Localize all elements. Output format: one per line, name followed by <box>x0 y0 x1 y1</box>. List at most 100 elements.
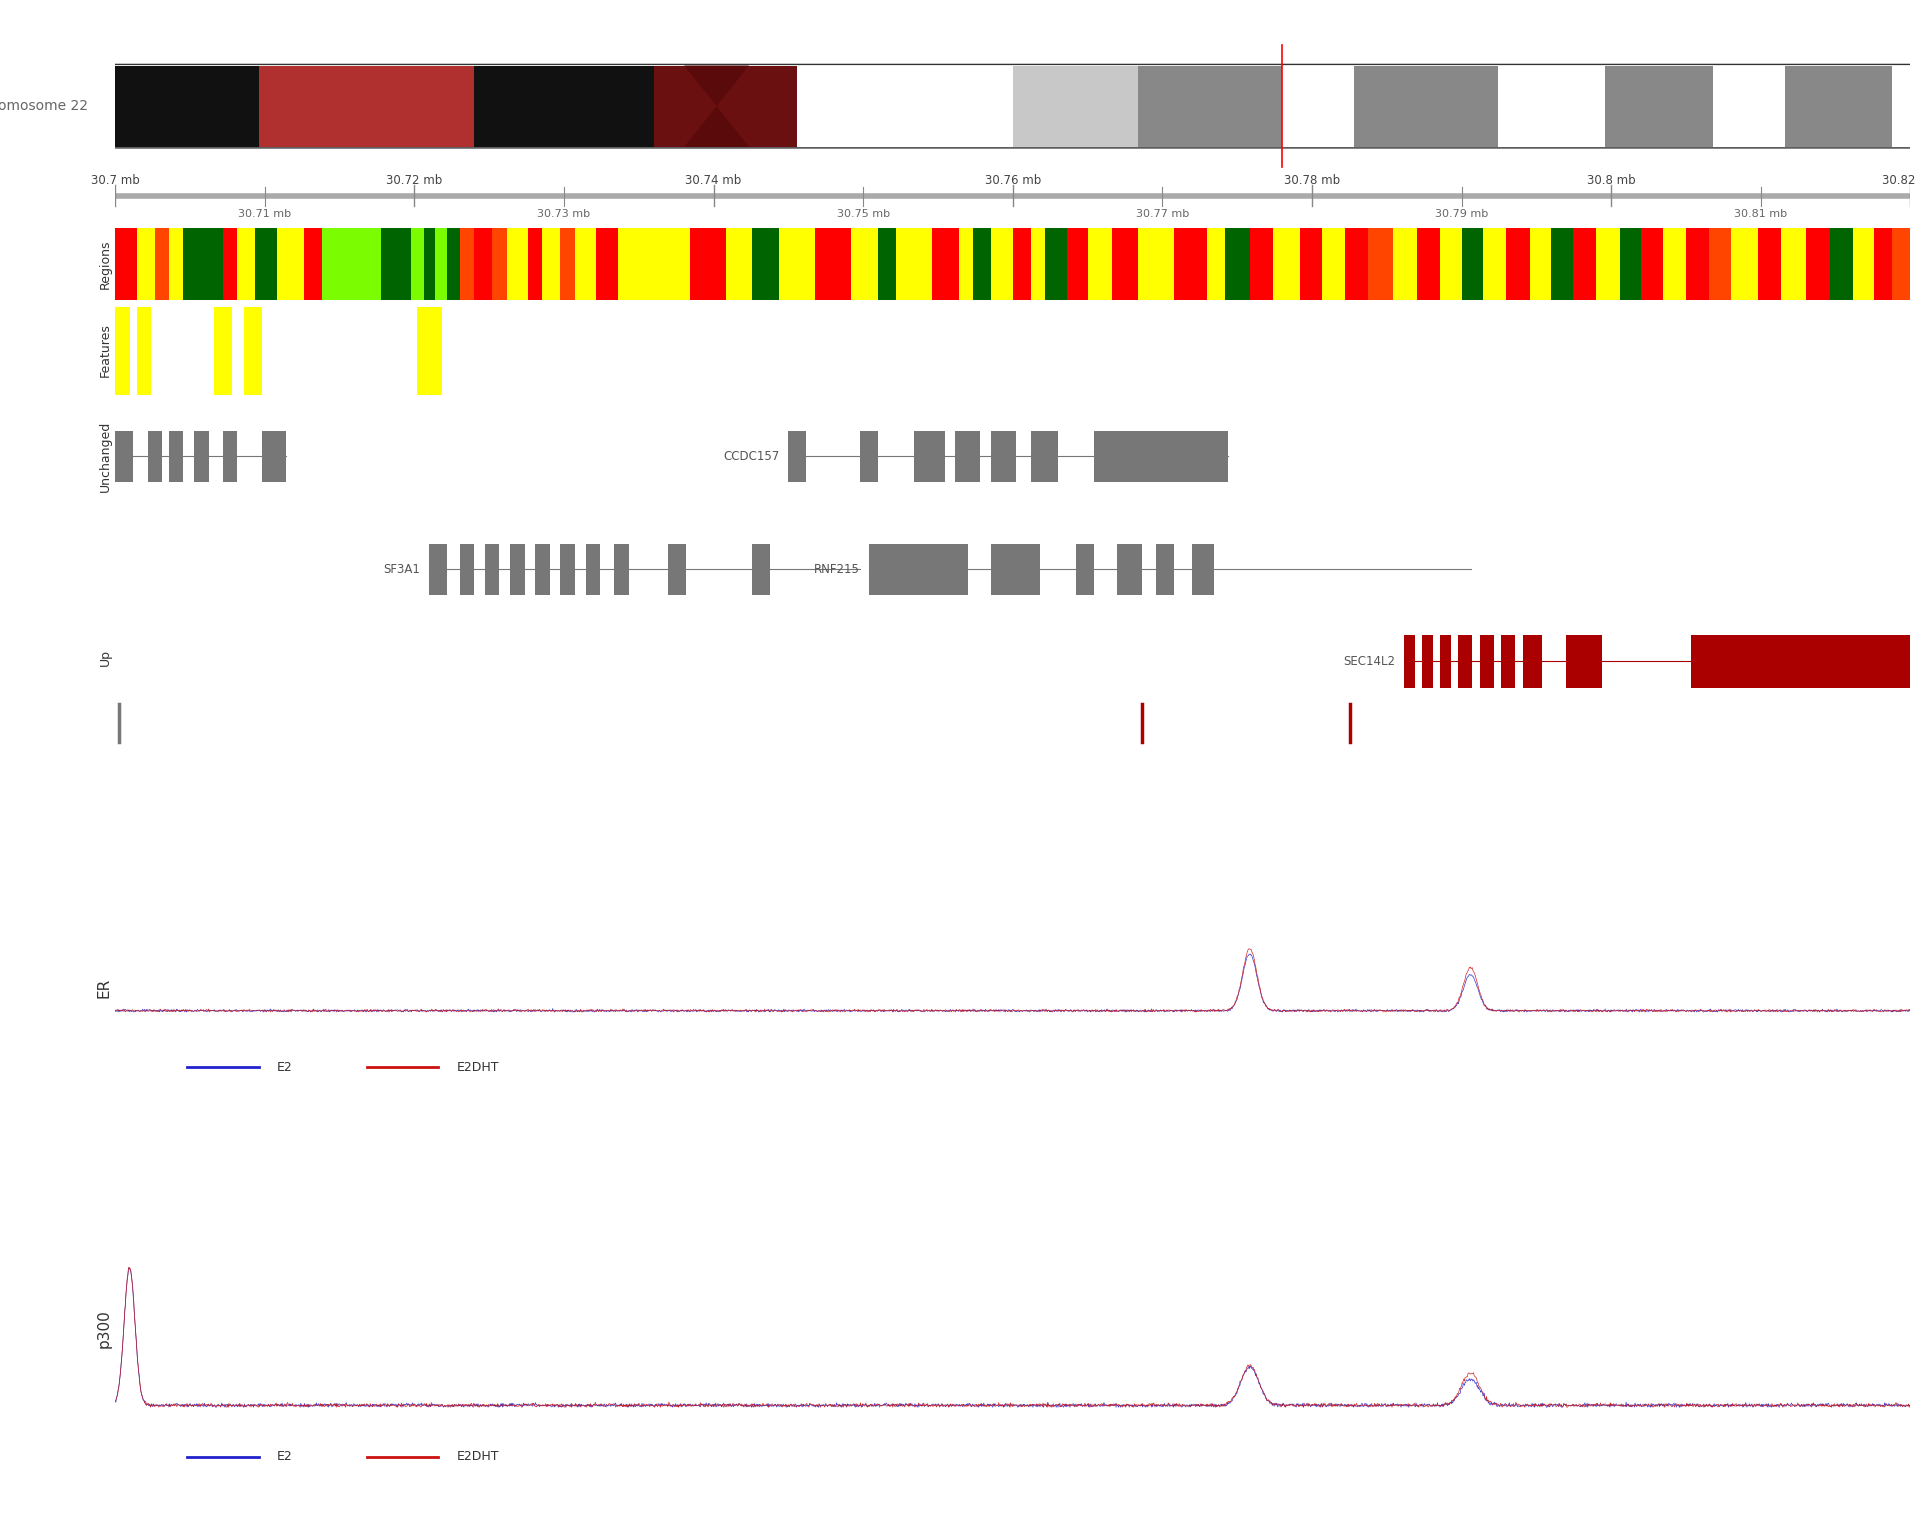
Bar <box>1014 66 1139 147</box>
Bar <box>303 229 323 301</box>
Text: 30.71 mb: 30.71 mb <box>238 209 292 220</box>
Bar <box>474 229 492 301</box>
Bar <box>689 229 726 301</box>
Bar <box>1175 229 1206 301</box>
Bar <box>1112 229 1139 301</box>
Bar <box>1283 66 1354 147</box>
Bar <box>1225 229 1250 301</box>
Bar <box>411 229 424 301</box>
Text: 30.81 mb: 30.81 mb <box>1734 209 1788 220</box>
Text: SEC14L2: SEC14L2 <box>1344 654 1396 668</box>
Bar <box>259 66 474 147</box>
Bar <box>1440 634 1452 688</box>
Bar <box>1192 544 1213 594</box>
Bar <box>1565 634 1601 688</box>
Bar <box>877 229 897 301</box>
Text: Unchanged: Unchanged <box>98 421 111 492</box>
Bar <box>115 229 136 301</box>
Bar <box>597 229 618 301</box>
Bar <box>380 229 399 301</box>
Bar <box>169 432 184 482</box>
Bar <box>486 544 499 594</box>
Bar <box>1139 229 1175 301</box>
Bar <box>1031 432 1058 482</box>
Text: E2: E2 <box>276 1061 292 1074</box>
Bar <box>561 229 574 301</box>
Bar <box>851 229 877 301</box>
Text: 30.8 mb: 30.8 mb <box>1588 174 1636 187</box>
Bar <box>753 544 770 594</box>
Bar <box>958 229 973 301</box>
Bar <box>1461 229 1482 301</box>
Bar <box>991 544 1041 594</box>
Bar <box>574 229 597 301</box>
Bar <box>1709 229 1732 301</box>
Bar <box>1853 229 1874 301</box>
Bar <box>474 66 653 147</box>
Bar <box>1068 229 1089 301</box>
Bar <box>424 229 434 301</box>
Text: 30.72 mb: 30.72 mb <box>386 174 442 187</box>
Bar <box>991 432 1016 482</box>
Bar <box>223 432 238 482</box>
Bar <box>653 229 689 301</box>
Bar <box>1014 229 1031 301</box>
Bar <box>586 544 599 594</box>
Bar <box>136 307 152 395</box>
Bar <box>991 229 1014 301</box>
Bar <box>1807 229 1830 301</box>
Bar <box>184 229 223 301</box>
Bar <box>1321 229 1344 301</box>
Bar <box>618 229 653 301</box>
Bar <box>255 229 276 301</box>
Bar <box>1482 229 1507 301</box>
Bar <box>1404 634 1415 688</box>
Text: E2DHT: E2DHT <box>457 1450 499 1464</box>
Bar <box>115 66 259 147</box>
Bar <box>169 229 184 301</box>
Bar <box>816 229 851 301</box>
Text: 30.78 mb: 30.78 mb <box>1284 174 1340 187</box>
Bar <box>1117 544 1142 594</box>
Bar <box>1369 229 1394 301</box>
Text: 30.79 mb: 30.79 mb <box>1434 209 1488 220</box>
Bar <box>1893 229 1910 301</box>
Bar <box>668 544 685 594</box>
Bar <box>1206 229 1225 301</box>
Bar <box>1893 66 1910 147</box>
Bar <box>1830 229 1853 301</box>
Bar <box>1501 634 1515 688</box>
Bar <box>238 229 255 301</box>
Bar <box>447 229 461 301</box>
Bar <box>1417 229 1440 301</box>
Bar <box>1713 66 1786 147</box>
Bar <box>914 432 945 482</box>
Text: RNF215: RNF215 <box>814 562 860 576</box>
Bar <box>1530 229 1551 301</box>
Bar <box>115 432 132 482</box>
Bar <box>1480 634 1494 688</box>
Bar <box>1572 229 1596 301</box>
Bar <box>1094 432 1229 482</box>
Bar <box>1075 544 1094 594</box>
Bar <box>1551 229 1572 301</box>
Bar <box>1507 229 1530 301</box>
Bar <box>492 229 507 301</box>
Text: 30.76 mb: 30.76 mb <box>985 174 1041 187</box>
Bar <box>1423 634 1432 688</box>
Bar <box>1874 229 1893 301</box>
Bar <box>1523 634 1542 688</box>
Bar <box>1498 66 1605 147</box>
Text: E2: E2 <box>276 1450 292 1464</box>
Bar <box>346 229 380 301</box>
Text: Chromosome 22: Chromosome 22 <box>0 100 88 114</box>
Bar <box>1089 229 1112 301</box>
Bar <box>511 544 524 594</box>
Bar <box>1620 229 1642 301</box>
Bar <box>194 432 209 482</box>
Bar <box>1300 229 1321 301</box>
Text: 30.74 mb: 30.74 mb <box>685 174 741 187</box>
Bar <box>1354 66 1498 147</box>
Bar <box>430 544 447 594</box>
Text: CCDC157: CCDC157 <box>724 450 780 462</box>
